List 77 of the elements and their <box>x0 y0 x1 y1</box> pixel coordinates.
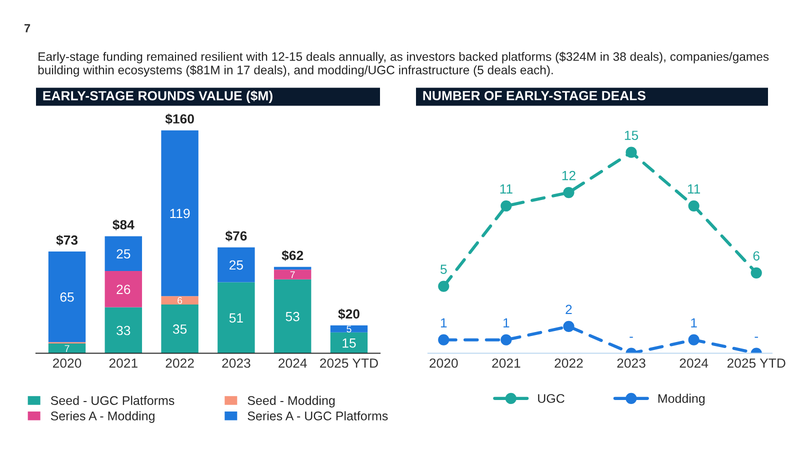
point <box>563 320 574 332</box>
total-label: $160 <box>165 114 194 124</box>
chart-title: NUMBER OF EARLY-STAGE DEALS <box>423 90 646 100</box>
bar <box>48 252 86 342</box>
data-label: 15 <box>624 130 638 140</box>
point <box>626 146 637 158</box>
text: 7 <box>24 24 30 32</box>
point <box>688 200 700 212</box>
point <box>438 280 450 292</box>
legend-label: Seed - UGC Platforms <box>50 396 174 405</box>
legend-label: Series A - Modding <box>50 411 154 423</box>
data-label: 35 <box>172 324 187 334</box>
point <box>563 186 574 198</box>
total-label: $84 <box>112 220 134 230</box>
x-tick-label: 2022 <box>166 358 194 368</box>
x-tick-label: 2024 <box>680 358 708 368</box>
bar <box>274 279 312 354</box>
x-tick-label: 2025 YTD <box>320 358 378 368</box>
bar <box>104 236 142 272</box>
bar <box>104 307 142 354</box>
x-tick-label: 2020 <box>53 358 82 368</box>
data-label: 25 <box>116 249 130 259</box>
data-label: 5 <box>440 264 447 274</box>
data-label: 1 <box>691 318 697 328</box>
point <box>500 200 512 212</box>
data-label: 6 <box>178 297 182 304</box>
x-tick-label: 2024 <box>278 358 307 368</box>
bar <box>330 332 368 354</box>
data-label: 33 <box>116 326 130 336</box>
text: Early-stage funding remained resilient with 12-15 deals annually, as investors backed platforms ($324M in 38 deals), companies/games building within ecosystems ($81M in 17 deals), and modding/UGC infrastructure (5 deals each). <box>38 52 769 77</box>
bar <box>161 130 198 296</box>
data-label: 12 <box>562 170 576 180</box>
total-label: $62 <box>282 250 304 261</box>
total-label: $20 <box>338 308 360 320</box>
data-label: 1 <box>504 318 510 328</box>
x-tick-label: 2022 <box>554 358 583 368</box>
bar <box>104 271 142 308</box>
data-label: 119 <box>170 208 190 218</box>
data-label: 1 <box>440 318 447 328</box>
x-tick-label: 2021 <box>492 358 520 368</box>
point <box>750 267 762 278</box>
legend-label: Seed - Modding <box>248 396 335 408</box>
data-label: 7 <box>290 271 295 278</box>
x-tick-label: 2025 YTD <box>727 358 786 368</box>
total-label: $76 <box>225 230 247 242</box>
total-label: $73 <box>56 234 78 246</box>
legend-label: Series A - UGC Platforms <box>248 411 388 420</box>
data-label: 11 <box>500 184 512 194</box>
point <box>688 334 700 346</box>
x-tick-label: 2020 <box>430 358 458 368</box>
data-label: 65 <box>60 292 74 302</box>
data-label: 26 <box>116 284 130 294</box>
data-label: 51 <box>229 313 243 323</box>
bar <box>218 247 255 282</box>
bar <box>218 282 255 354</box>
data-label: - <box>754 336 758 338</box>
data-label: 7 <box>64 345 70 352</box>
point <box>500 334 512 346</box>
x-tick-label: 2021 <box>109 358 138 368</box>
data-label: 5 <box>346 326 352 332</box>
data-label: 25 <box>230 260 243 270</box>
bar <box>161 296 198 304</box>
chart-title: EARLY-STAGE ROUNDS VALUE ($M) <box>43 90 272 104</box>
data-label: - <box>630 336 633 338</box>
x-tick-label: 2023 <box>222 358 250 368</box>
data-label: 11 <box>688 184 700 194</box>
bar <box>274 270 312 280</box>
x-tick-label: 2023 <box>617 358 646 368</box>
bar <box>330 325 368 332</box>
legend-label: Modding <box>658 394 705 406</box>
legend-label: UGC <box>538 394 564 403</box>
data-label: 6 <box>753 251 760 261</box>
data-label: 53 <box>286 312 300 322</box>
point <box>438 334 450 346</box>
bar <box>161 304 198 354</box>
data-label: 15 <box>342 338 356 348</box>
data-label: 2 <box>566 304 572 314</box>
